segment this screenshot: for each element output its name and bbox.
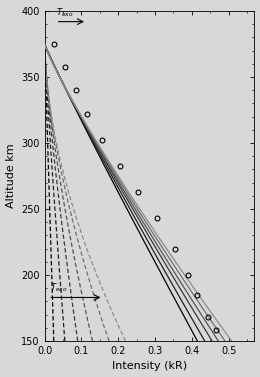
Text: $T_{exo}$: $T_{exo}$ (50, 281, 68, 294)
Y-axis label: Altitude km: Altitude km (5, 144, 16, 208)
Text: $T_{exo}$: $T_{exo}$ (56, 6, 74, 19)
X-axis label: Intensity (kR): Intensity (kR) (112, 362, 187, 371)
